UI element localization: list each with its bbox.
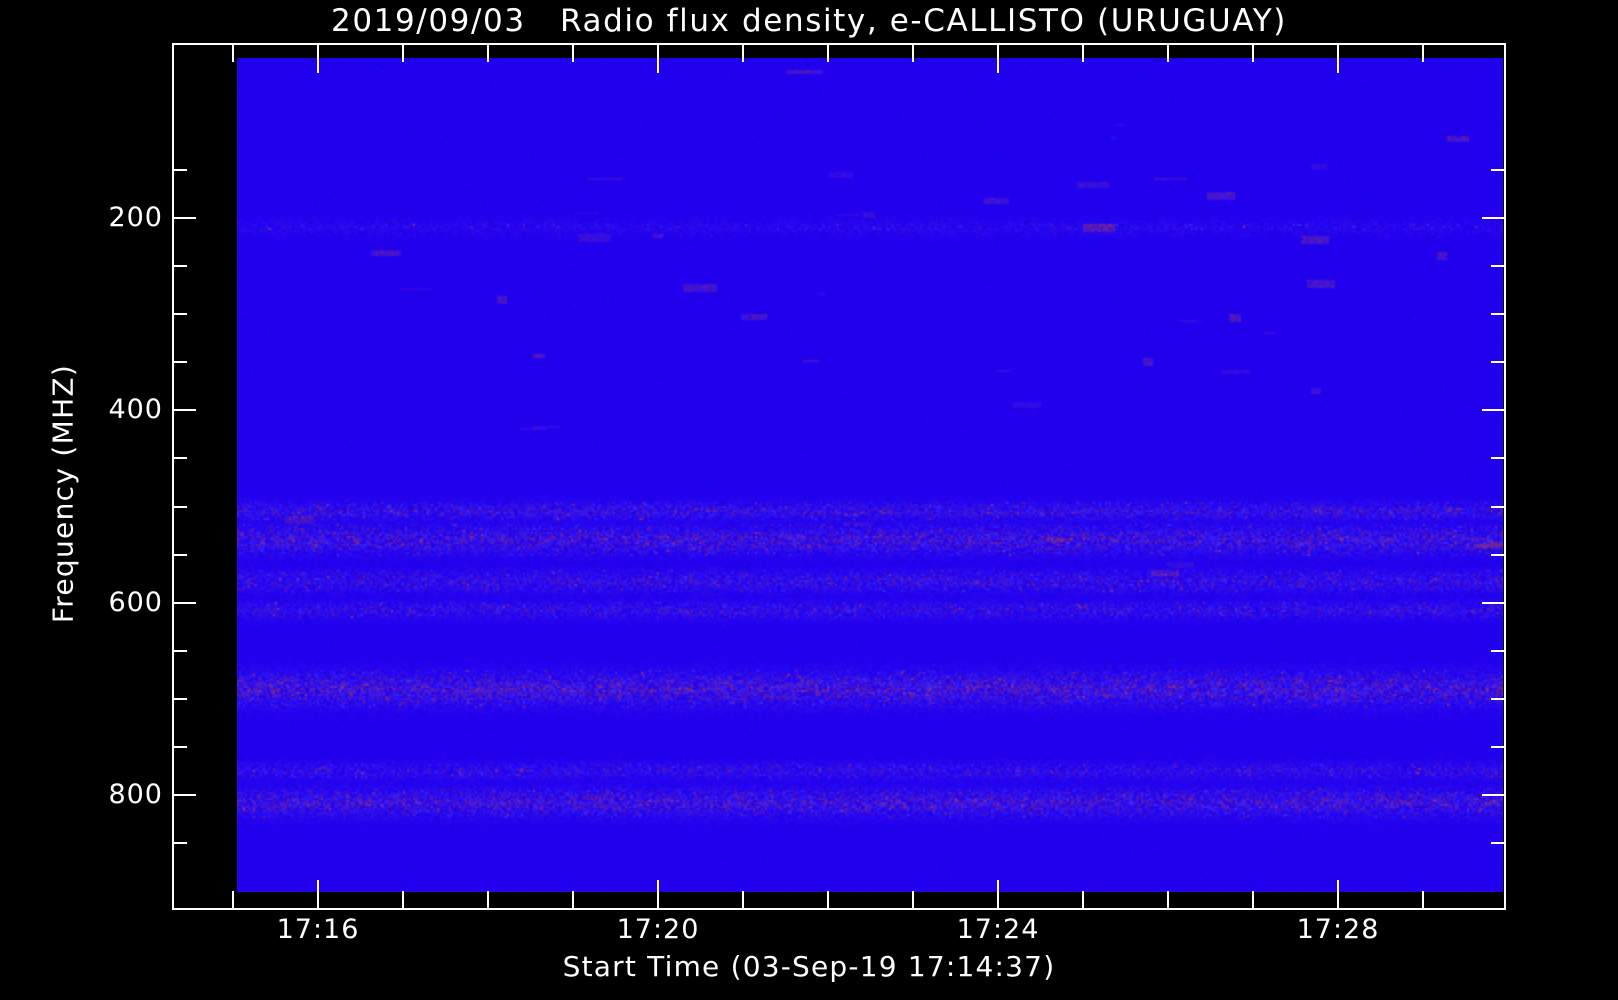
- y-tick-label-600: 600: [108, 586, 163, 618]
- x-tick-top-18: [487, 45, 489, 62]
- x-tick-top-29: [1422, 45, 1424, 62]
- x-tick-label-17-24: 17:24: [956, 914, 1040, 945]
- y-tick-400: [174, 409, 196, 412]
- y-tick-right-300: [1491, 313, 1504, 316]
- x-tick-20: [657, 880, 659, 908]
- x-tick-17: [402, 891, 404, 908]
- x-tick-top-25: [1082, 45, 1084, 62]
- x-tick-top-24: [997, 45, 999, 73]
- y-tick-right-350: [1491, 361, 1504, 364]
- y-tick-850: [174, 842, 187, 845]
- x-tick-27: [1252, 891, 1254, 908]
- y-tick-right-550: [1491, 553, 1504, 556]
- y-tick-200: [174, 217, 196, 219]
- y-tick-450: [174, 457, 187, 460]
- x-tick-top-26: [1167, 45, 1169, 62]
- y-tick-300: [174, 313, 187, 316]
- y-tick-right-850: [1491, 842, 1504, 845]
- x-tick-15: [232, 891, 234, 908]
- y-tick-650: [174, 649, 187, 652]
- x-tick-29: [1422, 891, 1424, 908]
- x-tick-21: [742, 891, 744, 908]
- y-tick-800: [174, 794, 196, 796]
- x-tick-top-20: [657, 45, 659, 73]
- y-axis-title: Frequency (MHZ): [46, 363, 80, 624]
- x-tick-25: [1082, 891, 1084, 908]
- y-tick-label-200: 200: [108, 202, 163, 233]
- x-tick-26: [1167, 891, 1169, 908]
- y-tick-right-400: [1482, 409, 1504, 412]
- axes-frame: [172, 43, 1506, 910]
- x-tick-28: [1337, 880, 1339, 908]
- y-tick-150: [174, 168, 187, 171]
- x-axis-title: Start Time (03-Sep-19 17:14:37): [562, 950, 1056, 983]
- x-tick-top-16: [317, 45, 319, 73]
- y-tick-right-700: [1491, 697, 1504, 700]
- x-tick-top-27: [1252, 45, 1254, 62]
- y-tick-label-800: 800: [108, 779, 163, 810]
- y-tick-right-500: [1491, 505, 1504, 508]
- x-tick-16: [317, 880, 319, 908]
- y-tick-right-150: [1491, 168, 1504, 171]
- y-tick-750: [174, 745, 187, 748]
- x-tick-18: [487, 891, 489, 908]
- x-tick-22: [827, 891, 829, 908]
- y-tick-600: [174, 601, 196, 604]
- y-tick-right-750: [1491, 745, 1504, 748]
- y-tick-700: [174, 697, 187, 700]
- figure-title: 2019/09/03 Radio flux density, e-CALLIST…: [331, 3, 1287, 39]
- x-tick-label-17-16: 17:16: [276, 914, 360, 945]
- x-tick-19: [572, 891, 574, 908]
- spectrogram-canvas: [237, 58, 1503, 892]
- x-tick-top-15: [232, 45, 234, 62]
- x-tick-top-21: [742, 45, 744, 62]
- y-tick-500: [174, 505, 187, 508]
- x-tick-top-23: [912, 45, 914, 62]
- x-tick-label-17-20: 17:20: [616, 914, 700, 945]
- y-tick-250: [174, 265, 187, 268]
- y-tick-550: [174, 553, 187, 556]
- spectrogram-image: [237, 58, 1503, 892]
- y-tick-right-600: [1482, 601, 1504, 604]
- y-tick-350: [174, 361, 187, 364]
- y-tick-right-200: [1482, 217, 1504, 219]
- x-tick-top-22: [827, 45, 829, 62]
- y-tick-right-800: [1482, 794, 1504, 796]
- y-tick-label-400: 400: [108, 394, 163, 426]
- x-tick-24: [997, 880, 999, 908]
- y-tick-right-250: [1491, 265, 1504, 268]
- y-tick-right-650: [1491, 649, 1504, 652]
- x-tick-top-19: [572, 45, 574, 62]
- y-tick-right-450: [1491, 457, 1504, 460]
- x-tick-top-28: [1337, 45, 1339, 73]
- x-tick-23: [912, 891, 914, 908]
- x-tick-top-17: [402, 45, 404, 62]
- x-tick-label-17-28: 17:28: [1296, 914, 1380, 945]
